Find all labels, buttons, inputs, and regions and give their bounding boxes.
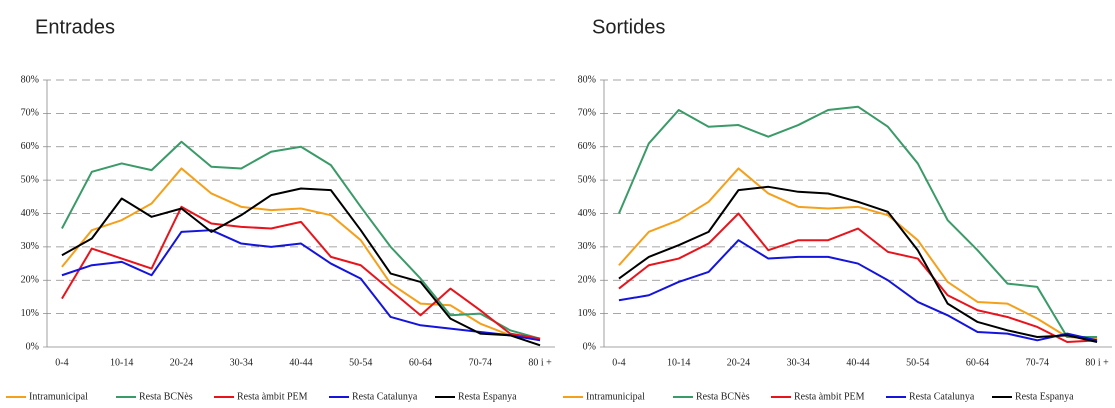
- y-tick-label: 70%: [21, 108, 39, 119]
- legend-label: Resta BCNès: [696, 391, 750, 402]
- series-line: [61, 205, 541, 340]
- series-line: [61, 187, 541, 347]
- y-tick-label: 50%: [21, 174, 39, 185]
- series-line: [618, 167, 1098, 340]
- x-tick-label: 30-34: [787, 357, 810, 368]
- y-tick-label: 50%: [578, 174, 596, 185]
- x-tick-label: 50-54: [906, 357, 929, 368]
- x-tick-label: 40-44: [846, 357, 869, 368]
- x-tick-label: 10-14: [110, 357, 133, 368]
- legend-label: Resta àmbit PEM: [237, 391, 308, 402]
- y-tick-label: 60%: [21, 141, 39, 152]
- x-tick-label: 60-64: [409, 357, 432, 368]
- y-tick-label: 20%: [21, 275, 39, 286]
- x-tick-label: 0-4: [55, 357, 68, 368]
- x-tick-label: 30-34: [230, 357, 253, 368]
- y-tick-label: 80%: [21, 74, 39, 85]
- y-tick-label: 70%: [578, 108, 596, 119]
- y-tick-label: 0%: [583, 341, 596, 352]
- y-tick-label: 20%: [578, 275, 596, 286]
- series-line: [618, 239, 1098, 342]
- legend-label: Intramunicipal: [29, 391, 88, 402]
- x-tick-label: 0-4: [612, 357, 625, 368]
- chart-title: Sortides: [592, 16, 665, 38]
- legend-label: Intramunicipal: [586, 391, 645, 402]
- x-tick-label: 40-44: [289, 357, 312, 368]
- x-tick-label: 70-74: [1026, 357, 1049, 368]
- y-tick-label: 30%: [21, 241, 39, 252]
- y-tick-label: 10%: [578, 308, 596, 319]
- y-tick-label: 0%: [26, 341, 39, 352]
- series-line: [61, 229, 541, 342]
- x-tick-label: 60-64: [966, 357, 989, 368]
- x-tick-label: 20-24: [170, 357, 193, 368]
- x-tick-label: 80 i +: [1085, 357, 1109, 368]
- series-line: [618, 105, 1098, 338]
- legend-label: Resta àmbit PEM: [794, 391, 865, 402]
- y-tick-label: 40%: [21, 208, 39, 219]
- y-tick-label: 40%: [578, 208, 596, 219]
- x-tick-label: 20-24: [727, 357, 750, 368]
- y-tick-label: 60%: [578, 141, 596, 152]
- series-line: [618, 185, 1098, 343]
- x-tick-label: 80 i +: [528, 357, 552, 368]
- legend-label: Resta BCNès: [139, 391, 193, 402]
- series-line: [61, 140, 541, 340]
- y-tick-label: 80%: [578, 74, 596, 85]
- x-tick-label: 10-14: [667, 357, 690, 368]
- series-line: [618, 212, 1098, 343]
- legend-label: Resta Espanya: [458, 391, 517, 402]
- x-tick-label: 50-54: [349, 357, 372, 368]
- legend-label: Resta Espanya: [1015, 391, 1074, 402]
- y-tick-label: 10%: [21, 308, 39, 319]
- y-tick-label: 30%: [578, 241, 596, 252]
- series-line: [61, 167, 541, 340]
- chart-title: Entrades: [35, 16, 115, 38]
- x-tick-label: 70-74: [469, 357, 492, 368]
- legend-label: Resta Catalunya: [909, 391, 975, 402]
- legend-label: Resta Catalunya: [352, 391, 418, 402]
